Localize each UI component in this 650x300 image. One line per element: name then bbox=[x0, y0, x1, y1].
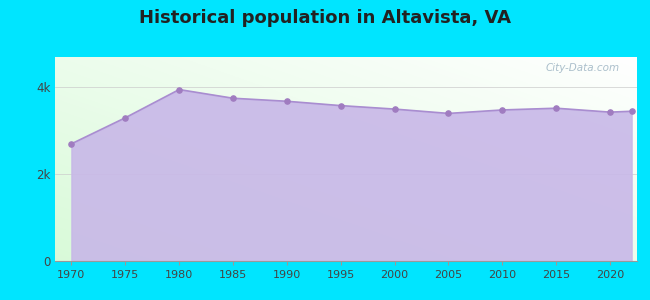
Point bbox=[605, 110, 616, 115]
Text: Historical population in Altavista, VA: Historical population in Altavista, VA bbox=[139, 9, 511, 27]
Point bbox=[443, 111, 454, 116]
Point bbox=[174, 87, 185, 92]
Point bbox=[627, 109, 637, 114]
Point bbox=[120, 116, 131, 120]
Point bbox=[389, 107, 400, 112]
Point bbox=[227, 96, 238, 100]
Point bbox=[335, 103, 346, 108]
Point bbox=[551, 106, 562, 111]
Text: City-Data.com: City-Data.com bbox=[545, 63, 619, 73]
Point bbox=[497, 108, 508, 112]
Point bbox=[281, 99, 292, 104]
Point bbox=[66, 141, 77, 146]
